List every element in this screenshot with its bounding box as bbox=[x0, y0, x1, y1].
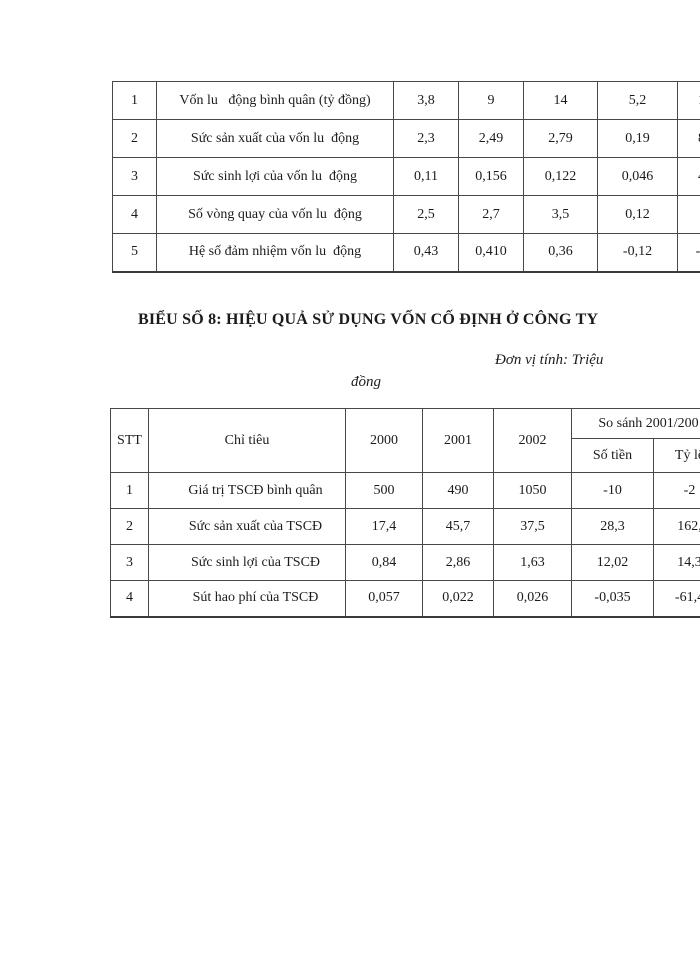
clipped-value-cell: 1 bbox=[677, 81, 700, 120]
value-cell: 2,79 bbox=[523, 119, 598, 158]
clipped-value-cell: 162, bbox=[653, 508, 700, 545]
value-cell: 45,7 bbox=[422, 508, 494, 545]
value-cell: 12,02 bbox=[571, 544, 654, 581]
clipped-value-cell: -61,4 bbox=[653, 580, 700, 617]
value-cell: 9 bbox=[458, 81, 524, 120]
criteria-label-cell: Sức sinh lợi của TSCĐ bbox=[148, 544, 346, 581]
table-row: 4 Số vòng quay của vốn lu động 2,5 2,7 3… bbox=[112, 195, 700, 234]
criteria-label-cell: Giá trị TSCĐ bình quân bbox=[148, 472, 346, 509]
header-year-2000: 2000 bbox=[345, 408, 423, 473]
header-criteria: Chỉ tiêu bbox=[148, 408, 346, 473]
clipped-value-cell: 4 bbox=[677, 157, 700, 196]
criteria-label-cell: Sút hao phí của TSCĐ bbox=[148, 580, 346, 617]
value-cell: 0,12 bbox=[597, 195, 678, 234]
header-rate: Tỷ lệ bbox=[653, 438, 700, 473]
value-cell: 0,43 bbox=[393, 233, 459, 272]
table-row: 1 Vốn lu động bình quân (tỷ đồng) 3,8 9 … bbox=[112, 81, 700, 120]
unit-note-line1: Đơn vị tính: Triệu bbox=[495, 352, 604, 368]
row-number-cell: 1 bbox=[110, 472, 149, 509]
working-capital-table: 1 Vốn lu động bình quân (tỷ đồng) 3,8 9 … bbox=[112, 81, 700, 273]
value-cell: 3,5 bbox=[523, 195, 598, 234]
value-cell: 2,49 bbox=[458, 119, 524, 158]
value-cell: 0,026 bbox=[493, 580, 572, 617]
table-row: 3 Sức sinh lợi của TSCĐ 0,84 2,86 1,63 1… bbox=[110, 544, 700, 581]
row-number-cell: 3 bbox=[112, 157, 157, 196]
fixed-assets-table: STT Chỉ tiêu 2000 2001 2002 So sánh 2001… bbox=[110, 408, 700, 618]
row-number-cell: 5 bbox=[112, 233, 157, 272]
value-cell: 500 bbox=[345, 472, 423, 509]
value-cell: -10 bbox=[571, 472, 654, 509]
value-cell: 0,84 bbox=[345, 544, 423, 581]
row-number-cell: 4 bbox=[110, 580, 149, 617]
clipped-value-cell: -2 bbox=[653, 472, 700, 509]
criteria-label-cell: Sức sản xuất của vốn lu động bbox=[156, 119, 394, 158]
value-cell: -0,12 bbox=[597, 233, 678, 272]
value-cell: 0,36 bbox=[523, 233, 598, 272]
header-amount: Số tiền bbox=[571, 438, 654, 473]
value-cell: 2,7 bbox=[458, 195, 524, 234]
value-cell: 0,19 bbox=[597, 119, 678, 158]
value-cell: 490 bbox=[422, 472, 494, 509]
row-number-cell: 4 bbox=[112, 195, 157, 234]
table-row: 2 Sức sản xuất của vốn lu động 2,3 2,49 … bbox=[112, 119, 700, 158]
header-year-2001: 2001 bbox=[422, 408, 494, 473]
section-title: BIỂU SỐ 8: HIỆU QUẢ SỬ DỤNG VỐN CỐ ĐỊNH … bbox=[138, 311, 599, 328]
criteria-label-cell: Sức sinh lợi của vốn lu động bbox=[156, 157, 394, 196]
value-cell: 2,86 bbox=[422, 544, 494, 581]
clipped-value-cell: 8 bbox=[677, 119, 700, 158]
clipped-value-cell: -4 bbox=[677, 233, 700, 272]
value-cell: 0,122 bbox=[523, 157, 598, 196]
value-cell: 0,11 bbox=[393, 157, 459, 196]
value-cell: 0,022 bbox=[422, 580, 494, 617]
value-cell: 14 bbox=[523, 81, 598, 120]
table-row: 1 Giá trị TSCĐ bình quân 500 490 1050 -1… bbox=[110, 472, 700, 509]
row-number-cell: 3 bbox=[110, 544, 149, 581]
row-number-cell: 1 bbox=[112, 81, 157, 120]
criteria-label-cell: Số vòng quay của vốn lu động bbox=[156, 195, 394, 234]
header-row: STT Chỉ tiêu 2000 2001 2002 So sánh 2001… bbox=[110, 408, 700, 473]
value-cell: -0,035 bbox=[571, 580, 654, 617]
header-year-2002: 2002 bbox=[493, 408, 572, 473]
value-cell: 28,3 bbox=[571, 508, 654, 545]
value-cell: 2,3 bbox=[393, 119, 459, 158]
value-cell: 1050 bbox=[493, 472, 572, 509]
value-cell: 17,4 bbox=[345, 508, 423, 545]
value-cell: 1,63 bbox=[493, 544, 572, 581]
value-cell: 0,057 bbox=[345, 580, 423, 617]
value-cell: 0,410 bbox=[458, 233, 524, 272]
table-row: 5 Hệ số đảm nhiệm vốn lu động 0,43 0,410… bbox=[112, 233, 700, 272]
header-stt: STT bbox=[110, 408, 149, 473]
clipped-value-cell bbox=[677, 195, 700, 234]
criteria-label-cell: Sức sản xuất của TSCĐ bbox=[148, 508, 346, 545]
unit-note-line2: đồng bbox=[351, 374, 381, 390]
value-cell: 5,2 bbox=[597, 81, 678, 120]
table-row: 4 Sút hao phí của TSCĐ 0,057 0,022 0,026… bbox=[110, 580, 700, 617]
criteria-label-cell: Hệ số đảm nhiệm vốn lu động bbox=[156, 233, 394, 272]
row-number-cell: 2 bbox=[110, 508, 149, 545]
value-cell: 0,156 bbox=[458, 157, 524, 196]
table-row: 2 Sức sản xuất của TSCĐ 17,4 45,7 37,5 2… bbox=[110, 508, 700, 545]
value-cell: 0,046 bbox=[597, 157, 678, 196]
value-cell: 2,5 bbox=[393, 195, 459, 234]
row-number-cell: 2 bbox=[112, 119, 157, 158]
value-cell: 37,5 bbox=[493, 508, 572, 545]
header-comparison: So sánh 2001/200 bbox=[571, 408, 700, 439]
clipped-value-cell: 14,3 bbox=[653, 544, 700, 581]
value-cell: 3,8 bbox=[393, 81, 459, 120]
criteria-label-cell: Vốn lu động bình quân (tỷ đồng) bbox=[156, 81, 394, 120]
table-row: 3 Sức sinh lợi của vốn lu động 0,11 0,15… bbox=[112, 157, 700, 196]
header-subrow: Số tiền Tỷ lệ bbox=[111, 438, 700, 473]
